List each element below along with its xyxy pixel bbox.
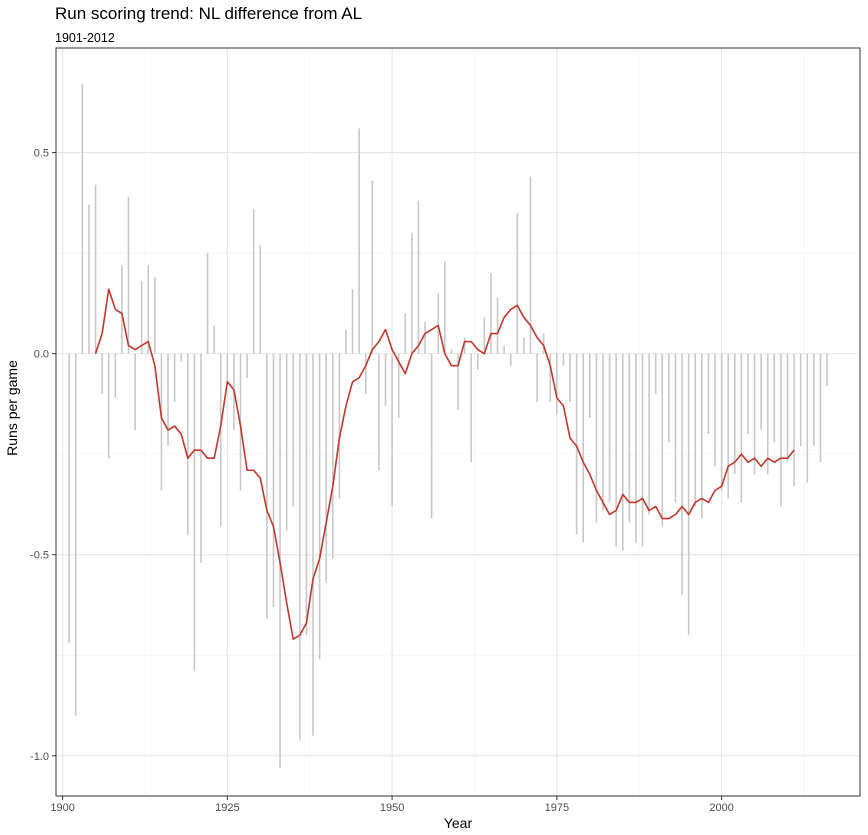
panel-background xyxy=(56,48,860,796)
panel-border xyxy=(55,47,861,797)
plot-panel xyxy=(56,48,860,796)
x-tick-label: 1925 xyxy=(215,802,239,814)
x-axis: 1900 1925 1950 1975 2000 xyxy=(50,796,734,814)
x-tick-label: 2000 xyxy=(709,802,733,814)
y-tick-label: 0.5 xyxy=(34,148,49,160)
y-axis-title: Runs per game xyxy=(4,360,20,456)
bar-series xyxy=(68,84,828,768)
x-tick-label: 1900 xyxy=(50,802,74,814)
chart-subtitle: 1901-2012 xyxy=(55,31,115,45)
y-tick-label: -0.5 xyxy=(30,550,49,562)
x-tick-label: 1975 xyxy=(545,802,569,814)
y-tick-label: 0.0 xyxy=(34,349,49,361)
panel-border-rect xyxy=(55,47,861,797)
x-axis-title: Year xyxy=(444,815,473,831)
grid-minor xyxy=(56,48,860,796)
trend-line xyxy=(94,288,795,640)
x-tick-label: 1950 xyxy=(380,802,404,814)
y-axis: -1.0 -0.5 0.0 0.5 xyxy=(30,148,56,763)
grid-major xyxy=(56,48,860,796)
y-tick-label: -1.0 xyxy=(30,751,49,763)
chart-title: Run scoring trend: NL difference from AL xyxy=(55,4,363,23)
trend-series xyxy=(94,288,795,640)
